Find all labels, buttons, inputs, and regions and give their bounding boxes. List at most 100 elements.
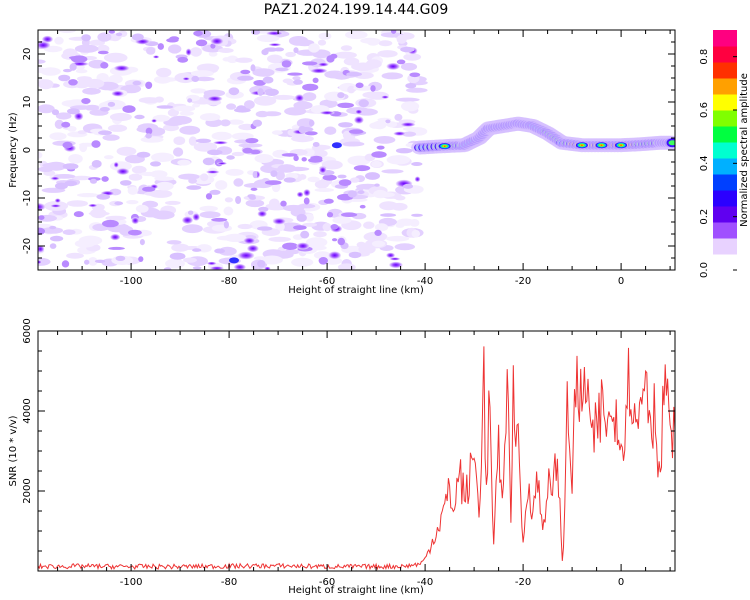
noise-cell [326,55,335,63]
colorbar-band [713,158,737,175]
noise-cell [234,107,251,113]
noise-wash [314,188,335,192]
noise-cell [400,122,416,127]
snr-y-tick-label: 2000 [22,478,33,503]
noise-wash [135,204,149,213]
noise-cell [73,211,84,218]
noise-cell [38,203,46,211]
noise-wash [199,205,218,212]
noise-wash [231,132,254,140]
noise-wash [411,229,421,238]
noise-cell [266,31,284,36]
noise-cell [193,30,203,37]
noise-cell [302,83,319,91]
noise-wash [322,223,332,232]
noise-wash [156,67,172,78]
noise-cell [195,138,212,143]
noise-cell [337,174,347,179]
noise-cell [400,46,415,53]
noise-cell [308,119,315,127]
colorbar-band [713,46,737,63]
noise-cell [312,77,319,84]
snr-x-label: Height of straight line (km) [288,585,424,596]
noise-wash [406,87,428,93]
noise-cell [275,67,289,72]
noise-wash [378,40,393,47]
noise-wash [74,44,99,53]
noise-cell [177,56,189,63]
noise-wash [277,164,296,173]
noise-wash [192,103,200,108]
noise-wash [302,222,318,227]
noise-wash [226,55,239,64]
noise-cell [303,197,310,205]
noise-wash [373,136,396,144]
noise-wash [49,132,67,141]
noise-cell [209,189,221,195]
noise-cell [414,176,421,182]
colorbar-band [713,222,737,239]
noise-cell [139,239,145,246]
noise-wash [126,200,139,205]
heatmap-x-tick-label: -40 [417,276,433,287]
noise-cell [247,244,259,253]
noise-cell [115,255,126,261]
noise-wash [102,134,120,141]
noise-wash [211,224,232,232]
colorbar-band [713,190,737,207]
noise-cell [38,215,45,221]
noise-cell [88,203,98,208]
noise-wash [68,154,83,164]
noise-wash [402,126,419,132]
noise-cell [293,79,303,85]
colorbar-band [713,142,737,159]
noise-wash [55,112,72,120]
noise-cell [268,43,281,47]
noise-cell [38,260,42,264]
noise-wash [395,97,420,102]
noise-cell [207,95,223,102]
noise-cell [111,90,125,97]
noise-cell [395,148,413,154]
noise-cell [402,183,414,189]
noise-wash [342,141,365,147]
noise-wash [224,197,233,203]
colorbar-tick-label: 0.4 [699,155,710,171]
noise-cell [90,178,97,184]
noise-wash [350,177,360,183]
noise-cell [261,49,269,56]
noise-wash [108,74,123,84]
snr-x-tick-label: -20 [515,577,531,588]
snr-x-tick-label: -100 [120,577,143,588]
noise-cell [337,237,345,246]
noise-wash [62,229,76,235]
noise-cell [302,61,318,66]
noise-wash [88,211,110,216]
noise-cell [163,267,172,270]
noise-wash [146,47,156,55]
noise-wash [200,173,209,182]
noise-wash [188,136,197,146]
noise-cell [195,39,208,47]
noise-cell [380,213,397,217]
noise-cell [411,162,423,166]
noise-wash [226,103,237,110]
noise-cell [298,126,307,134]
noise-cell [312,142,320,147]
noise-cell [207,261,217,266]
noise-wash [62,48,78,58]
noise-wash [268,236,292,242]
heatmap-x-tick-label: 0 [618,276,624,287]
noise-wash [272,94,296,100]
noise-wash [225,168,244,176]
noise-wash [140,171,159,177]
noise-wash [381,169,404,174]
noise-wash [235,57,253,63]
noise-wash [381,72,403,80]
noise-wash [313,231,327,238]
noise-cell [283,177,296,183]
noise-cell [50,204,61,208]
noise-wash [183,257,197,263]
noise-wash [199,113,221,122]
noise-wash [256,34,280,43]
